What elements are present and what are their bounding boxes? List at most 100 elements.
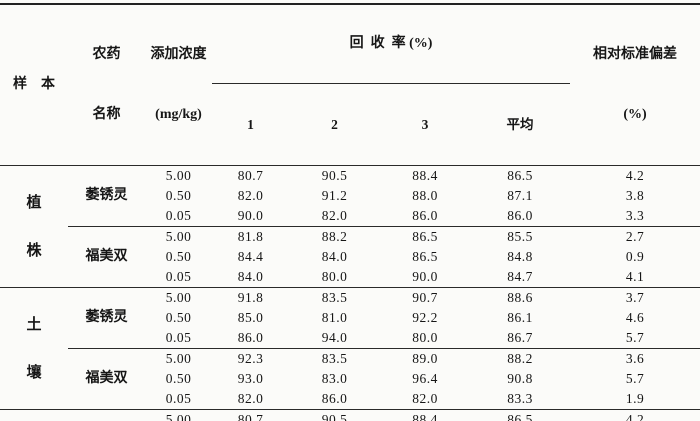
recovery-value-3: 96.4 (412, 371, 438, 386)
header-replicate-1: 1 (212, 83, 289, 166)
sample-char: 土 (26, 316, 42, 333)
sample-group-1: 土壤 萎锈灵 5.00 91.8 83.5 90.7 88.6 3.7 0.50 85.0 81.0… (0, 288, 700, 410)
recovery-value-2: 83.5 (321, 290, 348, 305)
recovery-value-1: 91.8 (237, 290, 264, 305)
recovery-avg-value: 88.2 (470, 348, 571, 369)
recovery-value-3: 86.0 (412, 208, 438, 223)
header-row-1: 样 本 农药 名称 添加浓度 (mg/kg) 回 收 率 (%) 相对标准偏差 … (0, 4, 700, 166)
recovery-value-2: 84.0 (321, 249, 348, 264)
table-row: 0.05 84.0 80.0 90.0 84.7 4.1 (0, 267, 700, 288)
recovery-avg-value: 87.1 (507, 188, 533, 203)
rsd-value: 4.2 (625, 168, 645, 183)
concentration-value: 5.00 (145, 348, 212, 369)
header-replicate-2: 2 (289, 83, 380, 166)
sample-label: 植株 (0, 166, 68, 288)
recovery-avg-value: 84.7 (507, 269, 533, 284)
recovery-value-3: 92.2 (412, 310, 438, 325)
pesticide-name: 萎锈灵 (68, 410, 145, 421)
rsd-value: 0.9 (625, 249, 645, 264)
header-pesticide: 农药 名称 (68, 4, 145, 166)
recovery-avg-value: 90.8 (507, 371, 533, 386)
recovery-value-3: 86.5 (412, 249, 438, 264)
recovery-value-2: 83.0 (321, 371, 348, 386)
header-recovery-rate: 回 收 率 (%) (212, 4, 571, 85)
header-replicate-3: 3 (380, 83, 470, 166)
concentration-value: 0.05 (165, 391, 192, 406)
recovery-avg-value: 84.8 (507, 249, 533, 264)
sample-group-2: 棉籽萎锈灵5.0080.790.588.486.54.20.5091.290.0… (0, 410, 700, 421)
concentration-value: 0.50 (165, 371, 192, 386)
rsd-value: 4.2 (625, 412, 645, 421)
recovery-avg-value: 86.5 (507, 168, 533, 183)
recovery-value-1: 82.0 (237, 188, 264, 203)
recovery-avg-value: 86.7 (507, 330, 533, 345)
rsd-value: 1.9 (625, 391, 645, 406)
pesticide-name: 萎锈灵 (85, 310, 128, 325)
recovery-value-3: 80.0 (412, 330, 438, 345)
sample-group-0: 植株 萎锈灵 5.00 80.7 90.5 88.4 86.5 4.2 0.50 82.0 91.2… (0, 166, 700, 288)
table-row: 福美双 5.00 81.8 88.2 86.5 85.5 2.7 (0, 226, 700, 288)
header-sample: 样 本 (0, 4, 68, 166)
rsd-value: 4.1 (625, 269, 645, 284)
concentration-value: 0.50 (165, 310, 192, 325)
table-row: 棉籽萎锈灵 5.00 80.7 90.5 88.4 86.5 4.2 (0, 410, 700, 421)
recovery-value-2: 80.0 (321, 269, 348, 284)
pesticide-name: 萎锈灵 (85, 188, 128, 203)
table-row: 0.50 84.4 84.0 86.5 84.8 0.9 (0, 247, 700, 267)
recovery-avg-value: 86.1 (507, 310, 533, 325)
rsd-value: 5.7 (625, 371, 645, 386)
table-header: 样 本 农药 名称 添加浓度 (mg/kg) 回 收 率 (%) 相对标准偏差 … (0, 4, 700, 166)
recovery-value-2: 94.0 (321, 330, 348, 345)
recovery-value-2: 81.0 (321, 310, 348, 325)
pesticide-name: 福美双 (68, 348, 145, 410)
recovery-value-3: 90.0 (412, 269, 438, 284)
recovery-value-1: 84.4 (237, 249, 264, 264)
rsd-value: 3.6 (570, 348, 700, 369)
header-concentration: 添加浓度 (mg/kg) (145, 4, 212, 166)
header-concentration-line1: 添加浓度 (150, 47, 207, 62)
recovery-value-3: 88.0 (412, 188, 438, 203)
sample-label: 土壤 (0, 288, 68, 410)
sample-char: 壤 (26, 364, 42, 381)
header-rsd-line1: 相对标准偏差 (593, 47, 678, 62)
rsd-value: 3.7 (625, 290, 645, 305)
table-row: 0.05 82.0 86.0 82.0 83.3 1.9 (0, 389, 700, 410)
concentration-value: 0.50 (165, 188, 192, 203)
recovery-value-1: 92.3 (212, 348, 289, 369)
header-replicate-avg: 平均 (470, 83, 571, 166)
table-row: 0.05 90.0 82.0 86.0 86.0 3.3 (0, 206, 700, 227)
table-row: 0.50 85.0 81.0 92.2 86.1 4.6 (0, 308, 700, 328)
recovery-value-1: 86.0 (237, 330, 264, 345)
recovery-value-3: 88.4 (412, 168, 438, 183)
recovery-value-2: 88.2 (289, 226, 380, 247)
recovery-value-1: 85.0 (237, 310, 264, 325)
recovery-avg-value: 86.5 (507, 412, 533, 421)
recovery-value-1: 90.0 (237, 208, 264, 223)
recovery-value-1: 93.0 (237, 371, 264, 386)
rsd-value: 3.3 (625, 208, 645, 223)
rsd-value: 2.7 (570, 226, 700, 247)
recovery-value-3: 90.7 (412, 290, 438, 305)
header-row-2: 1 2 3 平均 (0, 83, 700, 166)
recovery-value-1: 82.0 (237, 391, 264, 406)
recovery-avg-value: 88.6 (507, 290, 533, 305)
recovery-value-2: 90.5 (321, 412, 348, 421)
recovery-value-2: 86.0 (321, 391, 348, 406)
concentration-value: 0.05 (165, 269, 192, 284)
table-row: 福美双 5.00 92.3 83.5 89.0 88.2 3.6 (0, 348, 700, 410)
table-row: 0.05 86.0 94.0 80.0 86.7 5.7 (0, 328, 700, 349)
recovery-value-2: 91.2 (321, 188, 348, 203)
sample-label: 棉籽 (0, 410, 68, 421)
concentration-value: 5.00 (145, 226, 212, 247)
scanned-paper-table-page: 样 本 农药 名称 添加浓度 (mg/kg) 回 收 率 (%) 相对标准偏差 … (0, 3, 700, 421)
rsd-value: 5.7 (625, 330, 645, 345)
concentration-value: 0.50 (165, 249, 192, 264)
concentration-value: 5.00 (165, 290, 192, 305)
recovery-value-1: 81.8 (212, 226, 289, 247)
recovery-value-1: 84.0 (237, 269, 264, 284)
header-rsd-line2: (%) (623, 107, 647, 122)
concentration-value: 5.00 (165, 168, 192, 183)
header-concentration-line2: (mg/kg) (155, 107, 202, 122)
recovery-value-3: 89.0 (380, 348, 470, 369)
pesticide-name: 福美双 (68, 226, 145, 288)
